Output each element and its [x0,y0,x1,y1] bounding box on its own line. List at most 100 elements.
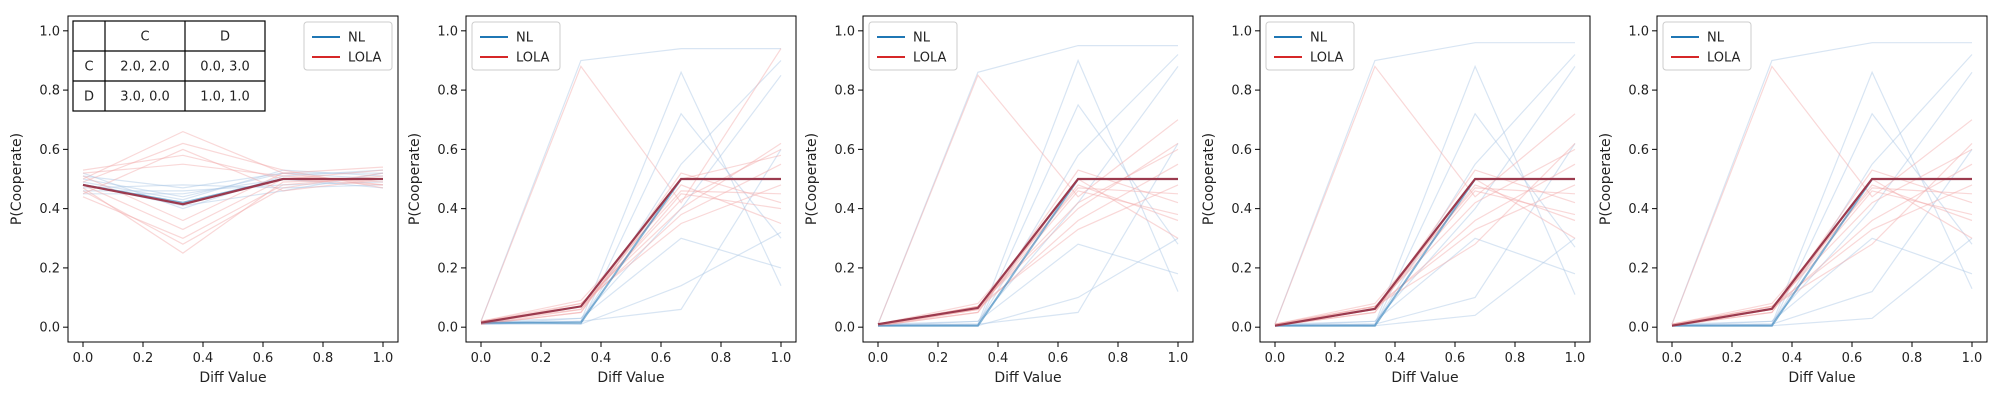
y-tick-label: 0.8 [834,84,855,99]
legend-label-nl: NL [1310,31,1328,46]
y-tick-label: 0.4 [437,202,458,217]
x-tick-label: 0.2 [531,351,552,366]
legend-label-lola: LOLA [1310,51,1344,66]
lola-run-line [82,154,384,186]
nl-run-line [1671,42,1972,325]
nl-run-line [480,112,782,325]
lola-run-line [82,175,384,239]
lola-run-line [480,154,782,325]
lola-run-line [480,48,782,322]
x-tick-label: 0.6 [253,351,274,366]
payoff-table-cell: D [220,30,230,45]
x-tick-label: 1.0 [373,351,394,366]
nl-run-line [1671,237,1973,327]
x-axis-label: Diff Value [597,370,664,386]
x-tick-label: 0.0 [1265,351,1286,366]
x-tick-label: 1.0 [771,351,792,366]
x-tick-label: 0.2 [1722,351,1743,366]
legend-label-nl: NL [516,31,534,46]
x-tick-label: 0.2 [1325,351,1346,366]
x-tick-label: 0.8 [1505,351,1526,366]
lola-mean-line [480,177,781,324]
lola-run-line [480,190,782,322]
legend-label-nl: NL [348,31,366,46]
nl-run-line [480,70,782,325]
legend: NL LOLA [303,21,393,71]
legend-label-lola: LOLA [516,51,550,66]
y-tick-label: 0.0 [39,321,60,336]
x-tick-label: 0.8 [313,351,334,366]
y-tick-label: 0.6 [39,143,60,158]
x-axis-label: Diff Value [994,370,1061,386]
y-tick-label: 0.8 [1628,84,1649,99]
y-tick-label: 0.8 [39,84,60,99]
y-tick-label: 0.6 [834,143,855,158]
lola-run-line [877,169,1179,327]
y-axis-label: P(Cooperate) [407,133,423,225]
x-tick-label: 0.0 [1662,351,1683,366]
x-tick-label: 1.0 [1565,351,1586,366]
payoff-table-cell: 0.0, 3.0 [200,60,250,75]
x-axis-label: Diff Value [199,370,266,386]
nl-run-line [82,172,383,198]
nl-run-line [877,66,1179,325]
y-tick-label: 1.0 [1231,24,1252,39]
y-tick-label: 0.4 [834,202,855,217]
nl-run-line [480,149,782,325]
y-tick-label: 1.0 [834,24,855,39]
y-tick-label: 0.0 [437,321,458,336]
nl-run-line [83,181,384,192]
nl-run-line [480,237,782,325]
lola-run-line [1274,65,1576,325]
x-tick-label: 0.4 [1385,351,1406,366]
x-tick-label: 0.8 [1902,351,1923,366]
y-axis-label: P(Cooperate) [1598,133,1614,225]
subplot-2: 0.0 0.2 0.4 0.6 0.8 1.0 0.0 0.2 0.4 0.6 0.8 1.0 Diff… [407,15,797,386]
legend-label-lola: LOLA [348,51,382,66]
x-tick-label: 1.0 [1962,351,1983,366]
lola-run-line [1274,169,1576,327]
nl-run-line [1274,143,1576,327]
nl-run-line [82,172,384,189]
legend: NL LOLA [471,21,561,71]
x-tick-label: 0.4 [988,351,1009,366]
x-tick-label: 0.0 [868,351,889,366]
payoff-table-cell: D [84,90,94,105]
lola-run-line [1274,142,1576,327]
nl-run-line [877,243,1179,327]
y-tick-label: 0.0 [1628,321,1649,336]
nl-run-line [1274,42,1575,325]
nl-run-line [1671,112,1973,327]
nl-run-line [1274,64,1576,327]
lola-run-line [82,130,384,180]
legend-label-nl: NL [913,31,931,46]
y-tick-label: 0.8 [1231,84,1252,99]
nl-mean-line [1672,178,1972,327]
axes-frame [862,15,1194,343]
legend: NL LOLA [1265,21,1355,71]
y-tick-label: 1.0 [1628,24,1649,39]
y-tick-label: 1.0 [39,24,60,39]
axes-frame [1259,15,1591,343]
lola-run-line [877,148,1179,325]
legend: NL LOLA [1662,21,1752,71]
lola-mean-line [82,177,383,206]
y-axis-label: P(Cooperate) [9,133,25,225]
nl-run-line [82,169,384,201]
subplot-5: 0.0 0.2 0.4 0.6 0.8 1.0 0.0 0.2 0.4 0.6 0.8 1.0 Diff… [1598,15,1988,386]
lola-run-line [480,184,782,322]
x-tick-label: 0.6 [651,351,672,366]
lola-run-line [1671,184,1973,325]
payoff-table-cell: 2.0, 2.0 [120,60,170,75]
x-tick-label: 0.6 [1445,351,1466,366]
x-tick-label: 0.8 [1108,351,1129,366]
y-tick-label: 0.2 [437,261,458,276]
lola-mean-line [877,177,1178,326]
nl-run-line [878,54,1179,325]
payoff-table-cell: C [84,60,93,75]
nl-run-line [1671,71,1973,325]
nl-mean-line [1275,178,1575,327]
x-tick-label: 0.4 [591,351,612,366]
y-tick-label: 0.2 [1231,261,1252,276]
